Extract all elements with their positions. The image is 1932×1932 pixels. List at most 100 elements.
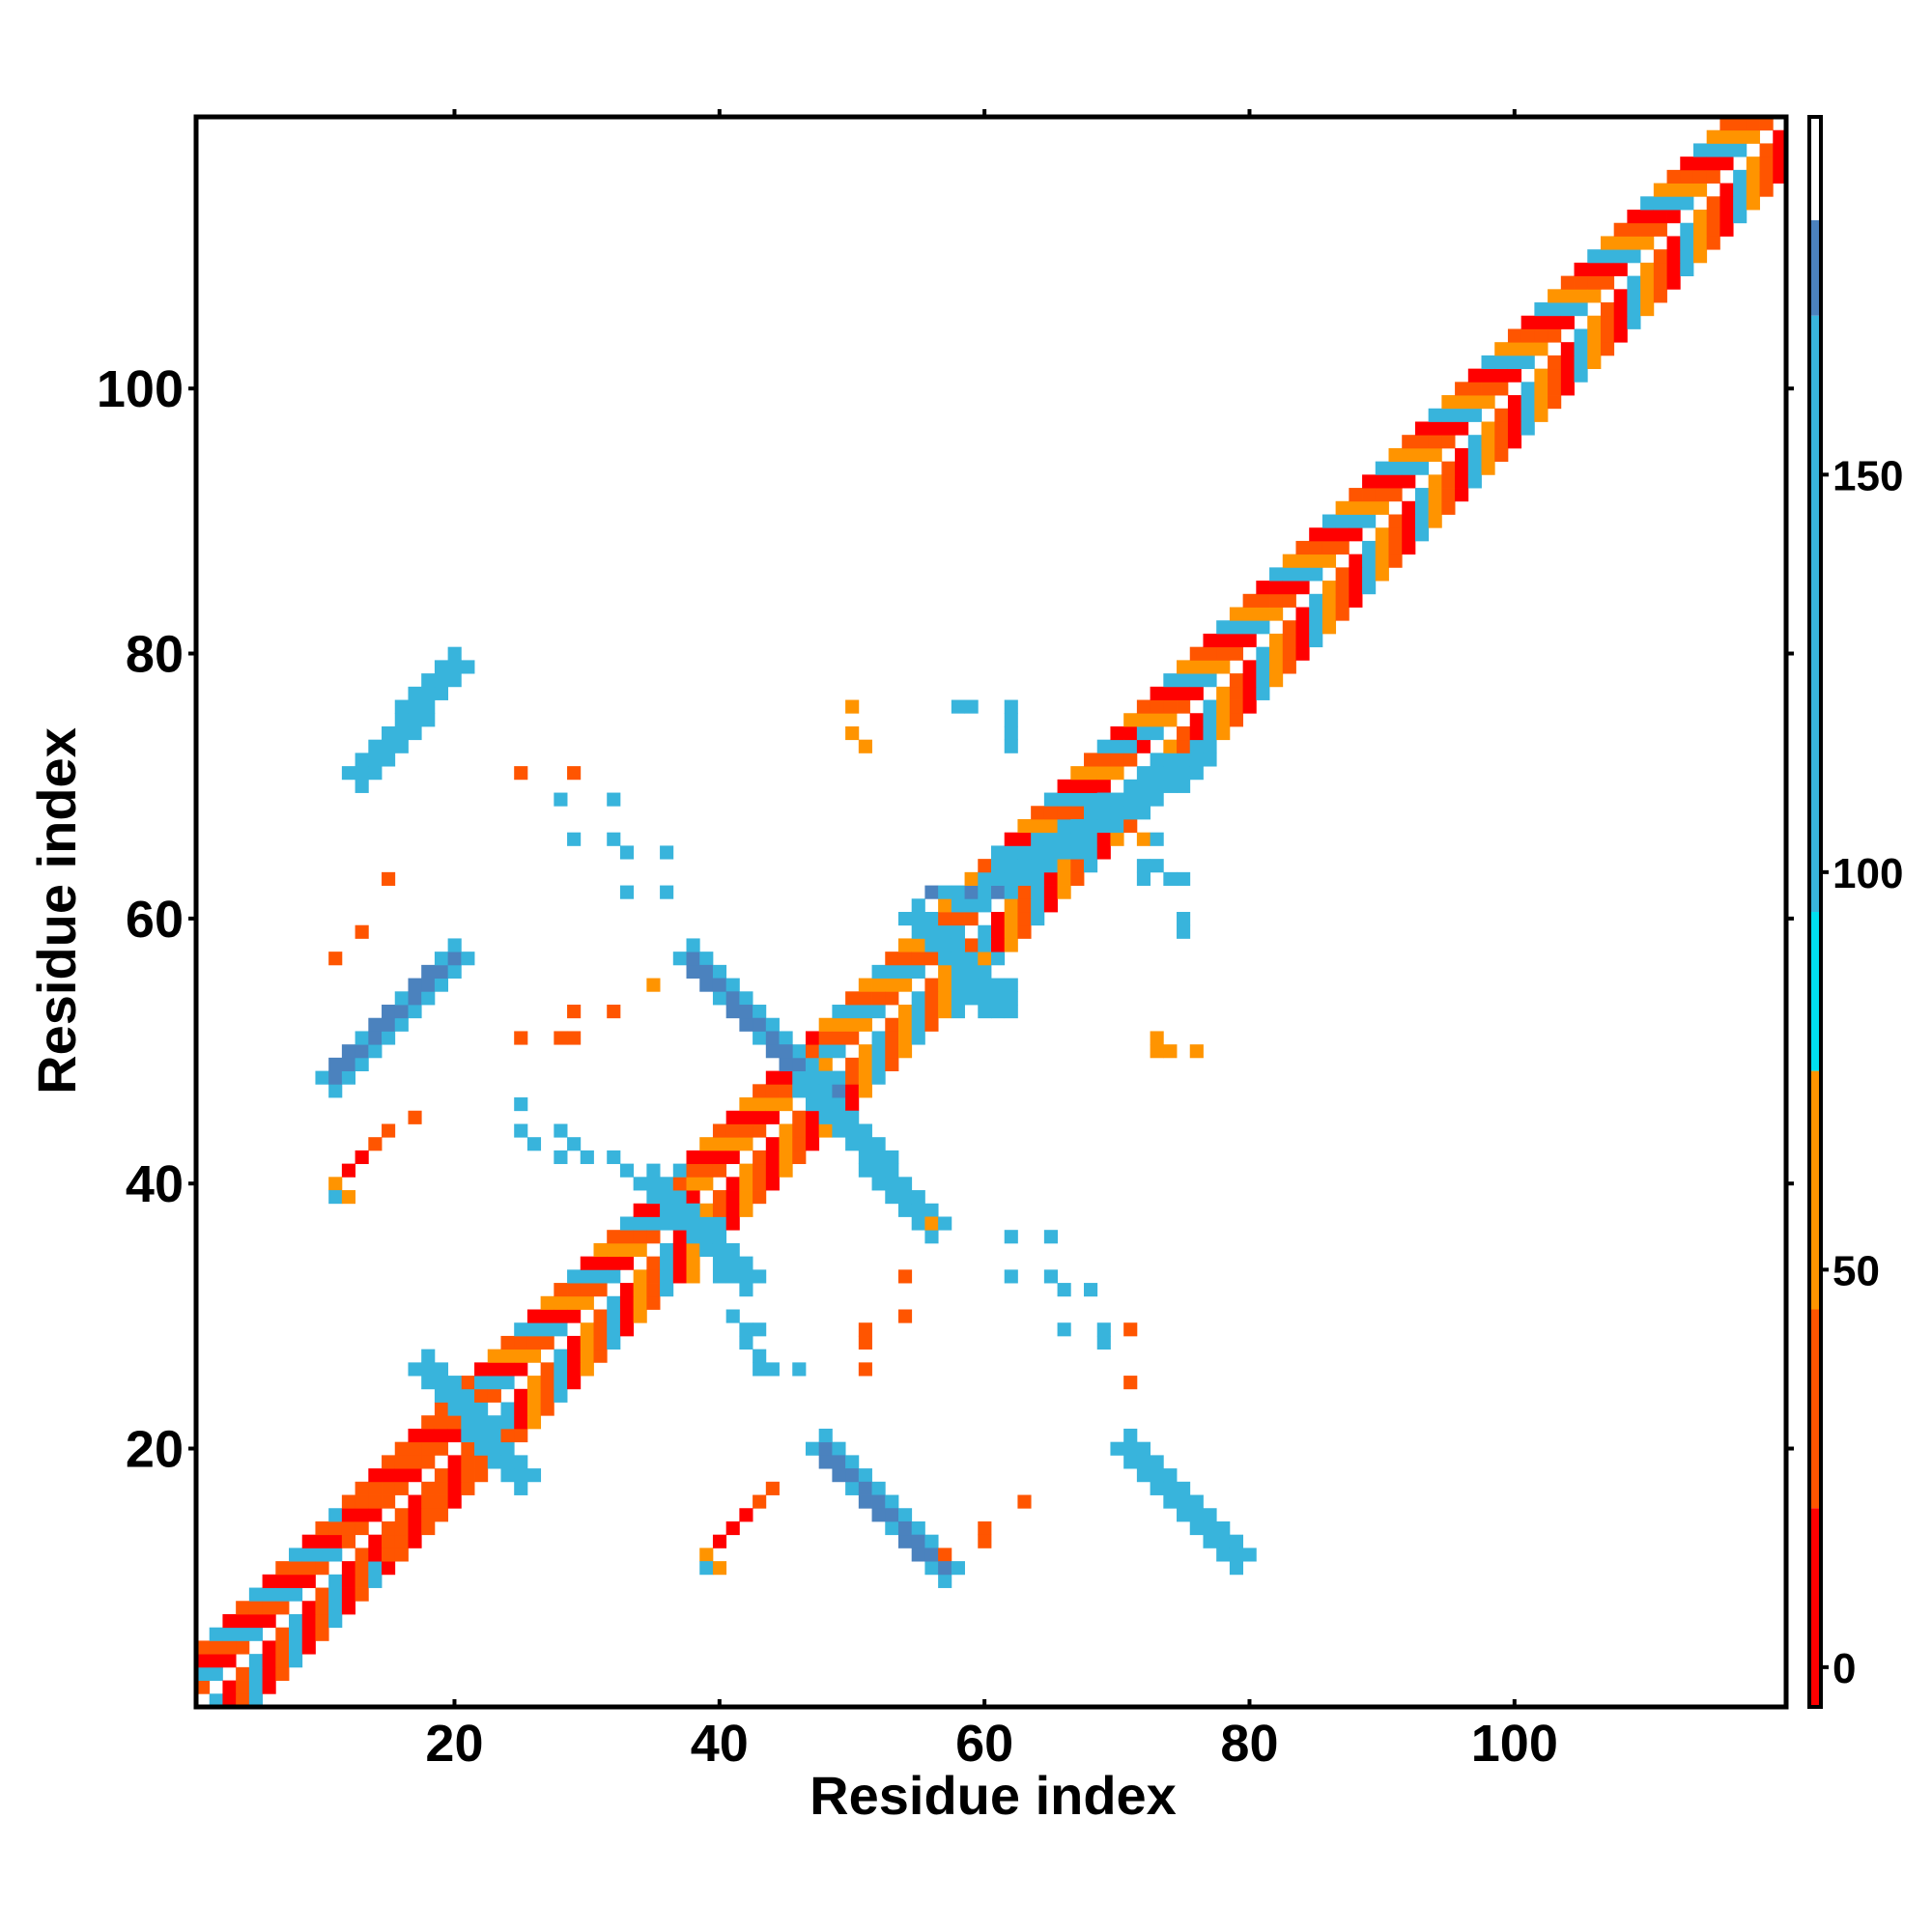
heatmap-cell <box>1163 871 1178 886</box>
heatmap-cell <box>341 1070 355 1085</box>
heatmap-cell <box>1295 646 1310 661</box>
heatmap-cell <box>779 1163 793 1178</box>
heatmap-cell <box>1653 262 1667 276</box>
heatmap-cell <box>1414 447 1430 463</box>
heatmap-cell <box>1203 1534 1217 1548</box>
heatmap-cell <box>885 1150 899 1165</box>
heatmap-cell <box>1746 196 1760 211</box>
heatmap-cell <box>938 1216 952 1231</box>
heatmap-cell <box>1269 660 1284 674</box>
colorbar-band <box>1809 315 1821 912</box>
heatmap-cell <box>633 1295 647 1310</box>
heatmap-cell <box>382 1548 396 1562</box>
heatmap-cell <box>858 1362 872 1377</box>
heatmap-cell <box>607 1309 621 1323</box>
heatmap-cell <box>368 1468 383 1483</box>
heatmap-cell <box>1309 607 1323 621</box>
heatmap-cell <box>686 938 700 952</box>
heatmap-cell <box>1719 117 1734 131</box>
heatmap-cell <box>1189 660 1204 674</box>
heatmap-cell <box>924 912 939 926</box>
heatmap-cell <box>858 991 872 1006</box>
heatmap-cell <box>368 753 383 767</box>
heatmap-cell <box>382 753 396 767</box>
heatmap-cell <box>526 1388 542 1403</box>
heatmap-cell <box>434 660 449 674</box>
heatmap-cell <box>978 964 992 979</box>
heatmap-cell <box>262 1601 276 1615</box>
heatmap-cell <box>1494 382 1509 396</box>
heatmap-cell <box>1189 673 1204 688</box>
colorbar-band <box>1809 219 1821 316</box>
heatmap-cell <box>924 885 939 899</box>
heatmap-cell <box>222 1613 237 1629</box>
heatmap-cell <box>1150 792 1164 807</box>
heatmap-cell <box>1600 275 1615 290</box>
heatmap-cell <box>753 1190 767 1205</box>
heatmap-cell <box>924 1230 939 1244</box>
heatmap-cell <box>699 952 714 966</box>
heatmap-cell <box>1507 395 1522 410</box>
heatmap-cell <box>1692 183 1708 197</box>
heatmap-cell <box>368 739 383 753</box>
heatmap-cell <box>1441 474 1456 489</box>
heatmap-cell <box>885 964 899 979</box>
heatmap-cell <box>1150 753 1164 767</box>
heatmap-cell <box>554 1283 568 1297</box>
heatmap-cell <box>1177 699 1191 714</box>
heatmap-cell <box>394 1455 409 1469</box>
heatmap-cell <box>779 1057 793 1071</box>
heatmap-cell <box>924 1548 939 1562</box>
heatmap-cell <box>382 1481 396 1495</box>
heatmap-cell <box>514 1123 528 1138</box>
heatmap-cell <box>1123 818 1138 834</box>
heatmap-cell <box>885 1508 899 1522</box>
heatmap-cell <box>964 938 979 952</box>
heatmap-cell <box>1388 527 1403 542</box>
heatmap-cell <box>978 1534 992 1548</box>
heatmap-cell <box>1441 500 1456 515</box>
heatmap-cell <box>991 978 1006 992</box>
heatmap-cell <box>301 1548 316 1562</box>
heatmap-cell <box>805 1031 820 1045</box>
heatmap-cell <box>739 1123 753 1138</box>
heatmap-cell <box>514 1097 528 1112</box>
heatmap-cell <box>938 991 952 1006</box>
heatmap-cell <box>540 1295 554 1310</box>
heatmap-cell <box>1004 845 1018 860</box>
heatmap-cell <box>1534 382 1548 396</box>
heatmap-cell <box>686 1230 700 1244</box>
heatmap-cell <box>1349 527 1363 542</box>
heatmap-cell <box>897 964 913 979</box>
heatmap-cell <box>1507 355 1522 370</box>
heatmap-cell <box>753 1494 767 1509</box>
heatmap-cell <box>289 1561 303 1576</box>
heatmap-cell <box>408 1441 422 1456</box>
heatmap-cell <box>355 1481 369 1495</box>
heatmap-cell <box>951 699 965 714</box>
heatmap-cell <box>1692 143 1708 157</box>
heatmap-cell <box>567 1269 582 1284</box>
heatmap-cell <box>765 1163 780 1178</box>
x-tick-label: 20 <box>425 1715 483 1773</box>
heatmap-cell <box>1189 1494 1204 1509</box>
heatmap-cell <box>739 1110 753 1124</box>
heatmap-cell <box>355 924 369 939</box>
heatmap-cell <box>686 1163 700 1178</box>
heatmap-cell <box>1548 289 1562 303</box>
heatmap-cell <box>686 1269 700 1284</box>
heatmap-cell <box>1349 593 1363 608</box>
heatmap-cell <box>1414 488 1430 502</box>
heatmap-cell <box>725 1177 740 1191</box>
heatmap-cell <box>1084 859 1098 873</box>
heatmap-cell <box>315 1561 329 1576</box>
heatmap-cell <box>355 1508 369 1522</box>
heatmap-cell <box>753 1150 767 1165</box>
colorbar-band <box>1809 1070 1821 1310</box>
heatmap-cell <box>1256 673 1270 688</box>
heatmap-cell <box>1613 222 1628 237</box>
heatmap-cell <box>1057 871 1071 886</box>
heatmap-cell <box>567 1137 582 1151</box>
heatmap-cell <box>646 1269 661 1284</box>
heatmap-cell <box>951 978 965 992</box>
